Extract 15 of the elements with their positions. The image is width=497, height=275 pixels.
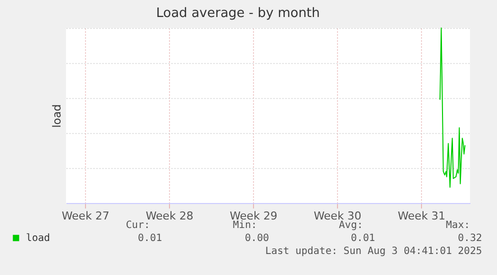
text: 0.32: [458, 233, 482, 244]
text: 0.01: [138, 233, 162, 244]
text: 0.00: [244, 233, 269, 244]
legend-label: load: [26, 233, 50, 244]
chart-title: Load average - by month: [156, 6, 320, 21]
x-tick-label: Week 27: [62, 210, 110, 222]
text: Avg:: [338, 220, 363, 231]
text: Last update: Sun Aug 3 04:41:01 2025: [265, 246, 482, 257]
text: Cur:: [126, 220, 150, 231]
x-tick-label: Week 28: [146, 210, 194, 222]
x-tick-label: Week 31: [398, 210, 446, 222]
text: Max:: [446, 220, 470, 231]
text: 0.01: [350, 233, 375, 244]
text: Min:: [232, 220, 257, 231]
y-axis-title: load: [50, 104, 64, 128]
